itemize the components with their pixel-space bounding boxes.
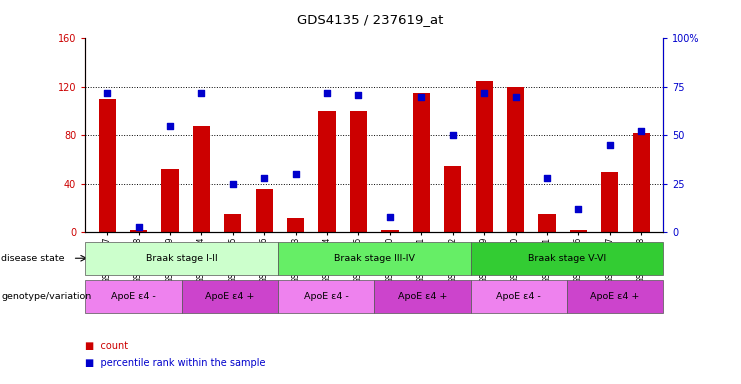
Text: ApoE ε4 +: ApoE ε4 + bbox=[398, 292, 447, 301]
Text: ApoE ε4 +: ApoE ε4 + bbox=[205, 292, 254, 301]
Bar bbox=[193, 126, 210, 232]
Text: genotype/variation: genotype/variation bbox=[1, 292, 92, 301]
Point bbox=[573, 206, 585, 212]
Bar bbox=[382, 230, 399, 232]
Point bbox=[447, 132, 459, 139]
Point bbox=[259, 175, 270, 181]
Text: Braak stage III-IV: Braak stage III-IV bbox=[333, 254, 415, 263]
Bar bbox=[476, 81, 493, 232]
Text: Braak stage I-II: Braak stage I-II bbox=[146, 254, 217, 263]
Bar bbox=[162, 169, 179, 232]
Bar bbox=[287, 218, 305, 232]
Point bbox=[541, 175, 553, 181]
Point bbox=[196, 89, 207, 96]
Point bbox=[321, 89, 333, 96]
Point bbox=[635, 128, 647, 134]
Bar bbox=[633, 133, 650, 232]
Point bbox=[290, 171, 302, 177]
Text: ■  percentile rank within the sample: ■ percentile rank within the sample bbox=[85, 358, 266, 368]
Point bbox=[416, 93, 428, 99]
Text: ApoE ε4 -: ApoE ε4 - bbox=[304, 292, 348, 301]
Bar bbox=[130, 230, 147, 232]
Text: ApoE ε4 -: ApoE ε4 - bbox=[111, 292, 156, 301]
Point bbox=[353, 91, 365, 98]
Bar bbox=[570, 230, 587, 232]
Text: disease state: disease state bbox=[1, 254, 65, 263]
Text: ApoE ε4 -: ApoE ε4 - bbox=[496, 292, 541, 301]
Bar bbox=[413, 93, 430, 232]
Text: GDS4135 / 237619_at: GDS4135 / 237619_at bbox=[297, 13, 444, 26]
Point bbox=[227, 181, 239, 187]
Bar bbox=[319, 111, 336, 232]
Point bbox=[384, 214, 396, 220]
Bar bbox=[538, 214, 556, 232]
Point bbox=[133, 223, 144, 230]
Point bbox=[102, 89, 113, 96]
Point bbox=[478, 89, 490, 96]
Point bbox=[510, 93, 522, 99]
Bar bbox=[256, 189, 273, 232]
Text: Braak stage V-VI: Braak stage V-VI bbox=[528, 254, 606, 263]
Bar bbox=[225, 214, 242, 232]
Bar bbox=[99, 99, 116, 232]
Point bbox=[604, 142, 616, 148]
Bar bbox=[601, 172, 619, 232]
Bar bbox=[507, 87, 524, 232]
Text: ApoE ε4 +: ApoE ε4 + bbox=[591, 292, 639, 301]
Text: ■  count: ■ count bbox=[85, 341, 128, 351]
Bar bbox=[444, 166, 462, 232]
Point bbox=[164, 122, 176, 129]
Bar bbox=[350, 111, 367, 232]
